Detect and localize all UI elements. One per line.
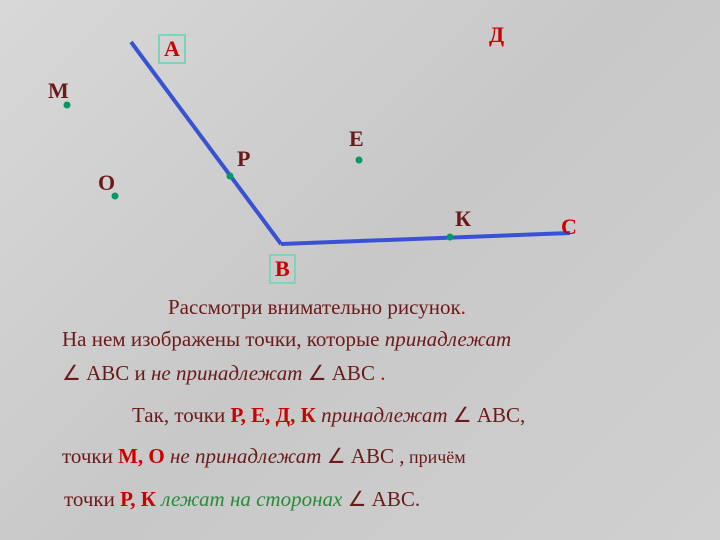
text-l1-period: . xyxy=(461,295,466,319)
point-dot-p xyxy=(227,173,234,180)
text-line-4: Так, точки Р, Е, Д, К принадлежат ∠ АВС, xyxy=(132,402,525,429)
vertex-label-c: С xyxy=(561,214,577,240)
text-l5b: М, О xyxy=(118,444,165,468)
point-label-d: Д xyxy=(489,22,504,48)
text-l3d: . xyxy=(380,361,385,385)
text-line-3: ∠ АВС и не принадлежат ∠ АВС . xyxy=(62,360,385,387)
text-l3c: АВС xyxy=(327,361,381,385)
text-line-2: На нем изображены точки, которые принадл… xyxy=(62,326,511,353)
point-label-k: К xyxy=(455,206,471,232)
angle-sym-5: ∠ xyxy=(348,486,367,513)
text-l6c: лежат на сторонах xyxy=(156,487,348,511)
text-line-1: Рассмотри внимательно рисунок. xyxy=(168,294,466,321)
text-l6d: АВС. xyxy=(366,487,420,511)
text-l2a: На нем изображены точки, которые xyxy=(62,327,385,351)
angle-sym-1: ∠ xyxy=(62,360,81,387)
ray-ba xyxy=(131,42,281,244)
text-l5d: АВС , xyxy=(346,444,405,468)
text-line-5: точки М, О не принадлежат ∠ АВС , причём xyxy=(62,443,466,470)
text-l5c: не принадлежат xyxy=(165,444,327,468)
text-l4c: принадлежат xyxy=(316,403,453,427)
angle-sym-3: ∠ xyxy=(453,402,472,429)
text-l4a: Так, точки xyxy=(132,403,230,427)
point-label-m: М xyxy=(48,78,69,104)
text-l4b: Р, Е, Д, К xyxy=(230,403,315,427)
vertex-label-b: В xyxy=(269,254,296,284)
point-label-e: Е xyxy=(349,126,364,152)
text-l5e: причём xyxy=(404,447,465,467)
text-l3a: АВС и xyxy=(81,361,151,385)
text-l3b: не принадлежат xyxy=(151,361,308,385)
text-l6b: Р, К xyxy=(120,487,156,511)
point-dot-k xyxy=(447,234,454,241)
text-l1-main: Рассмотри внимательно рисунок xyxy=(168,295,461,319)
point-label-o: О xyxy=(98,170,115,196)
vertex-label-a: А xyxy=(158,34,186,64)
angle-sym-2: ∠ xyxy=(308,360,327,387)
text-l4d: АВС, xyxy=(472,403,526,427)
point-dot-e xyxy=(356,157,363,164)
text-l5a: точки xyxy=(62,444,118,468)
point-label-p: Р xyxy=(237,146,250,172)
ray-bc xyxy=(281,233,570,244)
text-l6a: точки xyxy=(64,487,120,511)
text-l2b: принадлежат xyxy=(385,327,511,351)
text-line-6: точки Р, К лежат на сторонах ∠ АВС. xyxy=(64,486,420,513)
angle-sym-4: ∠ xyxy=(327,443,346,470)
